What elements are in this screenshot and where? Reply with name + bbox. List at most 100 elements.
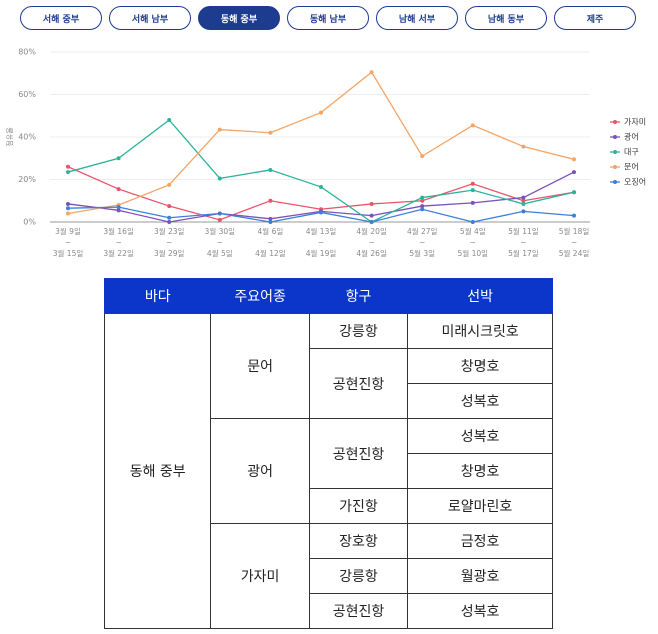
y-tick-label: 40% xyxy=(18,133,36,142)
data-point xyxy=(521,201,526,206)
data-point xyxy=(369,213,374,218)
table-body: 동해 중부 문어 강릉항 미래시크릿호 공현진항 창명호 성복호 광어 공현진항 성복호 창명호 가진… xyxy=(103,313,553,629)
vessel-cell: 월광호 xyxy=(407,558,553,594)
data-point xyxy=(470,181,475,186)
data-point xyxy=(217,217,222,222)
column-header: 바다 xyxy=(103,278,212,314)
y-tick-label: 0% xyxy=(23,218,36,227)
species-cell: 문어 xyxy=(210,313,310,419)
x-tick-label: 4월 20일 ~ 4월 26일 xyxy=(356,227,387,258)
legend-label: 가자미 xyxy=(624,118,646,127)
header-row: 바다 주요어종 항구 선박 xyxy=(103,278,553,314)
data-point xyxy=(572,170,576,175)
column-header: 주요어종 xyxy=(210,278,310,314)
data-point xyxy=(470,123,475,128)
x-tick-label: 3월 23일 ~ 3월 29일 xyxy=(153,227,185,258)
data-point xyxy=(66,170,70,175)
data-point xyxy=(521,195,526,200)
sea-cell: 동해 중부 xyxy=(103,313,212,629)
x-tick-wrap: 3월 9일 ~ 3월 15일 xyxy=(52,227,84,258)
data-point xyxy=(167,220,172,224)
legend-marker xyxy=(613,180,617,184)
x-tick-label: 4월 6일 ~ 4월 12일 xyxy=(255,227,286,258)
data-point xyxy=(319,184,323,189)
y-axis-label: 점유율 xyxy=(6,127,14,147)
data-point xyxy=(572,157,576,162)
port-cell: 가진항 xyxy=(308,488,409,524)
x-tick-wrap: 3월 23일 ~ 3월 29일 xyxy=(153,227,185,258)
vessel-cell: 창명호 xyxy=(407,348,553,384)
tab[interactable]: 남해 서부 xyxy=(376,6,458,30)
data-point xyxy=(420,195,425,200)
port-cell: 공현진항 xyxy=(308,418,409,489)
x-tick-label: 4월 27일 ~ 5월 3일 xyxy=(406,227,438,258)
table-row: 광어 공현진항 성복호 xyxy=(105,418,553,524)
y-tick-label: 20% xyxy=(18,175,36,184)
legend-label: 광어 xyxy=(624,132,639,142)
x-tick-wrap: 4월 20일 ~ 4월 26일 xyxy=(356,227,387,258)
data-point xyxy=(66,211,70,216)
data-point xyxy=(470,188,475,193)
x-tick-wrap: 5월 18일 ~ 5월 24일 xyxy=(558,227,590,258)
data-point xyxy=(521,198,526,203)
tab[interactable]: 제주 xyxy=(554,6,636,30)
chart: 0% 20% 40% 60% 80% 점유율 3월 9일 ~ 3월 15일 3월 16일 ~ … xyxy=(6,48,646,259)
data-point xyxy=(116,205,121,210)
data-point xyxy=(116,156,121,161)
data-point xyxy=(319,110,323,115)
data-point xyxy=(369,220,374,224)
x-tick-label: 5월 18일 ~ 5월 24일 xyxy=(558,227,590,258)
data-point xyxy=(572,190,576,195)
data-point xyxy=(217,127,222,132)
data-point xyxy=(116,208,121,213)
legend-label: 오징어 xyxy=(624,177,646,187)
port-cell: 장호항 xyxy=(308,523,409,559)
legend-marker xyxy=(613,135,617,139)
column-header: 선박 xyxy=(407,278,553,314)
y-tick-label: 80% xyxy=(18,48,36,57)
data-point xyxy=(167,118,172,122)
port-cell: 강릉항 xyxy=(308,558,409,594)
table-row: 공현진항 성복호 xyxy=(105,593,553,629)
data-point xyxy=(268,216,273,221)
data-point xyxy=(420,154,425,159)
x-tick-wrap: 4월 27일 ~ 5월 3일 xyxy=(406,227,438,258)
data-point xyxy=(369,70,374,75)
tab[interactable]: 서해 남부 xyxy=(109,6,191,30)
port-cell: 강릉항 xyxy=(308,313,409,349)
data-point xyxy=(572,213,576,218)
x-tick-wrap: 3월 16일 ~ 3월 22일 xyxy=(103,227,134,258)
y-tick-label: 60% xyxy=(18,90,36,99)
data-point xyxy=(369,201,374,206)
data-point xyxy=(268,198,273,203)
legend-marker xyxy=(613,150,617,154)
legend-marker xyxy=(613,165,617,169)
vessel-cell: 로얄마린호 xyxy=(407,488,553,524)
data-point xyxy=(268,167,273,172)
tab[interactable]: 동해 중부 xyxy=(198,6,280,30)
data-point xyxy=(420,204,425,209)
data-point xyxy=(66,164,70,169)
species-cell: 광어 xyxy=(210,418,310,524)
x-tick-label: 5월 11일 ~ 5월 17일 xyxy=(508,227,539,258)
legend-label: 대구 xyxy=(624,148,639,157)
data-point xyxy=(66,206,70,211)
data-point xyxy=(66,201,70,206)
tab[interactable]: 동해 남부 xyxy=(287,6,369,30)
data-point xyxy=(268,220,273,224)
table-row: 동해 중부 문어 강릉항 미래시크릿호 xyxy=(103,313,553,629)
data-table: 바다 주요어종 항구 선박 동해 중부 문어 강릉항 미래시크릿호 공현진항 창명호 성복호 광어 공현… xyxy=(103,278,553,629)
data-point xyxy=(470,220,475,224)
x-tick-wrap: 3월 30일 ~ 4월 5일 xyxy=(204,227,236,258)
x-tick-wrap: 5월 11일 ~ 5월 17일 xyxy=(508,227,539,258)
x-tick-label: 3월 9일 ~ 3월 15일 xyxy=(52,227,84,258)
x-tick-label: 4월 13일 ~ 4월 19일 xyxy=(305,227,337,258)
tab[interactable]: 남해 동부 xyxy=(465,6,547,30)
tab[interactable]: 서해 중부 xyxy=(20,6,102,30)
legend-marker xyxy=(613,120,617,124)
data-point xyxy=(420,198,425,203)
vessel-cell: 성복호 xyxy=(407,593,553,629)
data-point xyxy=(217,211,222,216)
x-tick-label: 3월 30일 ~ 4월 5일 xyxy=(204,227,236,258)
